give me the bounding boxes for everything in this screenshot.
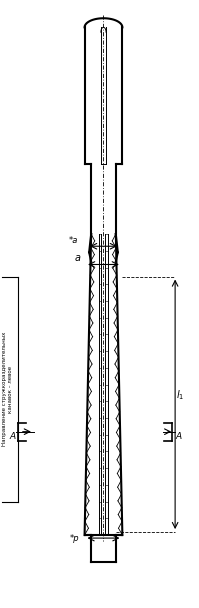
Text: a: a (74, 254, 80, 263)
Text: *p: *p (70, 534, 79, 543)
Text: A: A (175, 432, 181, 441)
Text: $l_1$: $l_1$ (176, 389, 184, 402)
Text: *a: *a (68, 236, 78, 245)
Text: Направление стружкоразделительных
канавок – левое: Направление стружкоразделительных канаво… (2, 332, 13, 446)
Text: A: A (10, 432, 16, 441)
